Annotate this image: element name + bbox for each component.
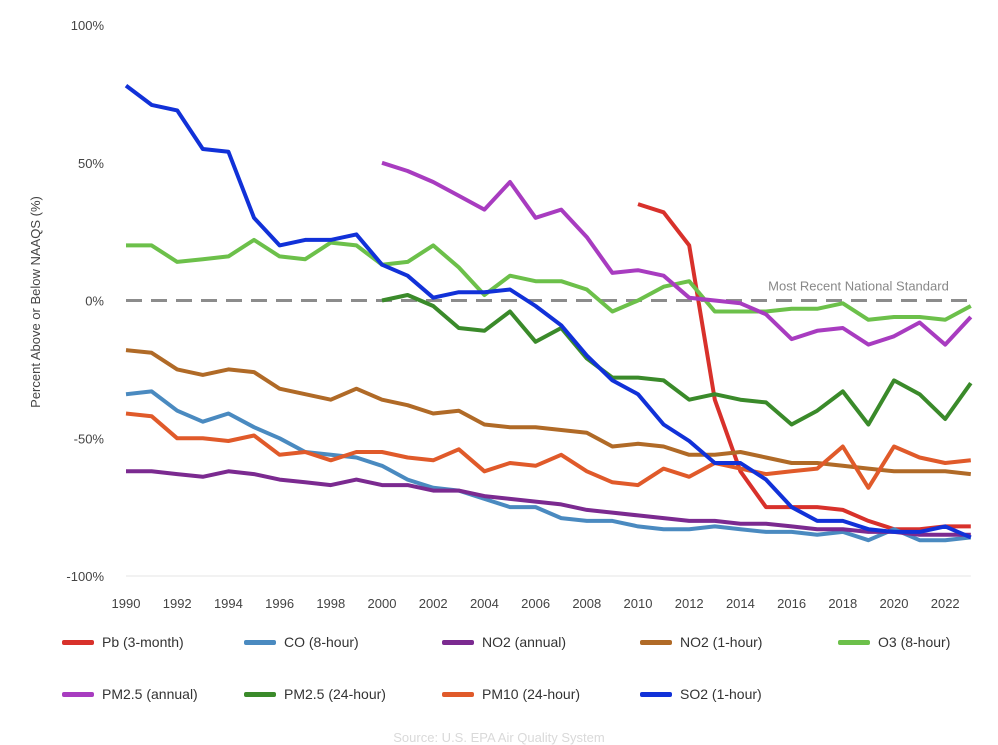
legend-label: PM2.5 (annual) xyxy=(102,686,198,702)
legend-label: SO2 (1-hour) xyxy=(680,686,762,702)
legend-label: PM10 (24-hour) xyxy=(482,686,581,702)
series-line-no2-annual xyxy=(126,469,971,537)
legend-label: PM2.5 (24-hour) xyxy=(284,686,386,702)
x-tick-label: 1998 xyxy=(316,596,345,611)
y-tick-label: 100% xyxy=(71,18,105,33)
series-line-pb-3-month xyxy=(637,202,971,532)
x-axis: 1990 1992 1994 1996 1998 2000 2002 2004 2006 2008… xyxy=(112,596,960,611)
x-tick-label: 2014 xyxy=(726,596,755,611)
x-tick-label: 2012 xyxy=(675,596,704,611)
reference-line-label: Most Recent National Standard xyxy=(768,279,949,294)
legend-label: CO (8-hour) xyxy=(284,634,359,650)
source-note: Source: U.S. EPA Air Quality System xyxy=(393,730,605,745)
legend-swatch xyxy=(640,639,672,645)
legend-item[interactable]: PM2.5 (annual) xyxy=(62,686,198,702)
legend-item[interactable]: NO2 (annual) xyxy=(442,634,566,650)
y-axis: 100% 50% 0% -50% -100% xyxy=(66,18,971,584)
y-tick-label: -100% xyxy=(66,569,104,584)
series-line-pm2-5-annual xyxy=(381,160,973,347)
series-line-so2-1-hour xyxy=(124,84,972,540)
series-line-pm2-5-24-hour xyxy=(381,293,973,427)
x-tick-label: 1990 xyxy=(112,596,141,611)
x-tick-label: 2022 xyxy=(931,596,960,611)
legend-item[interactable]: CO (8-hour) xyxy=(244,634,359,650)
x-tick-label: 2018 xyxy=(828,596,857,611)
legend-swatch xyxy=(640,691,672,697)
series-line-co-8-hour xyxy=(125,389,972,543)
x-tick-label: 1994 xyxy=(214,596,243,611)
x-tick-label: 2000 xyxy=(368,596,397,611)
series-line-o3-8-hour xyxy=(126,237,972,322)
y-axis-label: Percent Above or Below NAAQS (%) xyxy=(28,196,43,408)
legend-label: Pb (3-month) xyxy=(102,634,184,650)
legend-swatch xyxy=(62,639,94,645)
legend-swatch xyxy=(244,691,276,697)
y-tick-label: 0% xyxy=(85,294,104,309)
x-tick-label: 2020 xyxy=(880,596,909,611)
legend-item[interactable]: O3 (8-hour) xyxy=(838,634,950,650)
x-tick-label: 2002 xyxy=(419,596,448,611)
x-tick-label: 2004 xyxy=(470,596,499,611)
line-chart: 100% 50% 0% -50% -100% 1990 1992 1994 1996 1998 2… xyxy=(28,18,973,611)
x-tick-label: 2008 xyxy=(572,596,601,611)
legend-item[interactable]: SO2 (1-hour) xyxy=(640,686,762,702)
legend-item[interactable]: Pb (3-month) xyxy=(62,634,184,650)
x-tick-label: 2010 xyxy=(624,596,653,611)
x-tick-label: 1996 xyxy=(265,596,294,611)
x-tick-label: 1992 xyxy=(163,596,192,611)
series-line-no2-1-hour xyxy=(125,348,972,477)
legend-swatch xyxy=(442,691,474,697)
x-tick-label: 2006 xyxy=(521,596,550,611)
y-tick-label: -50% xyxy=(74,431,105,446)
legend-swatch xyxy=(442,639,474,645)
legend-item[interactable]: PM10 (24-hour) xyxy=(442,686,580,702)
legend-item[interactable]: PM2.5 (24-hour) xyxy=(244,686,386,702)
y-tick-label: 50% xyxy=(78,156,104,171)
legend-swatch xyxy=(244,639,276,645)
legend-swatch xyxy=(838,639,870,645)
legend-label: O3 (8-hour) xyxy=(878,634,951,650)
series-line-pm10-24-hour xyxy=(125,411,972,490)
legend-label: NO2 (1-hour) xyxy=(680,634,763,650)
x-tick-label: 2016 xyxy=(777,596,806,611)
legend-item[interactable]: NO2 (1-hour) xyxy=(640,634,762,650)
legend-label: NO2 (annual) xyxy=(482,634,567,650)
series-layer xyxy=(124,84,973,543)
legend-swatch xyxy=(62,691,94,697)
